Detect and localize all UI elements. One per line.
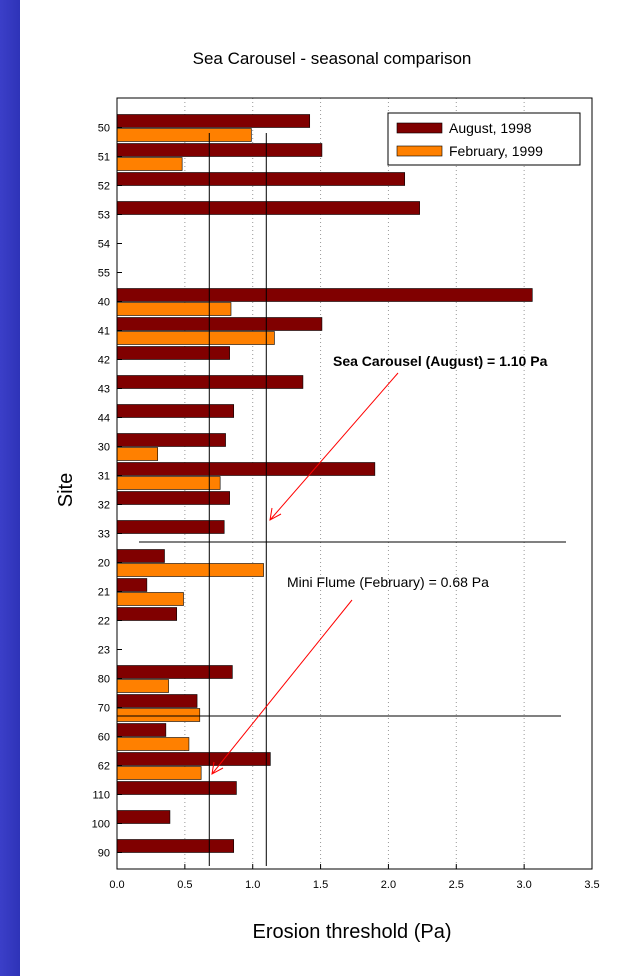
x-tick-label: 1.0 (245, 879, 260, 891)
bar-august-1998 (116, 781, 237, 795)
bar-august-1998 (116, 346, 230, 360)
annotation-arrows (211, 372, 399, 775)
y-tick-label: 41 (98, 326, 110, 338)
y-tick-label: 100 (92, 819, 110, 831)
y-tick-label: 54 (98, 239, 110, 251)
bar-august-1998 (116, 143, 323, 157)
bar-august-1998 (116, 665, 233, 679)
x-tick-label: 2.5 (449, 879, 464, 891)
bar-february-1999 (116, 476, 221, 490)
y-tick-label: 42 (98, 355, 110, 367)
y-tick-label: 110 (92, 790, 110, 802)
y-tick-label: 80 (98, 674, 110, 686)
y-tick-label: 30 (98, 442, 110, 454)
y-tick-label: 43 (98, 384, 110, 396)
y-tick-label: 31 (98, 471, 110, 483)
bar-august-1998 (116, 752, 271, 766)
legend-swatch-august (396, 122, 443, 134)
bar-february-1999 (116, 592, 184, 606)
bar-august-1998 (116, 462, 376, 476)
x-axis-ticks: 0.0 0.5 1.0 1.5 2.0 2.5 3.0 3.5 (109, 864, 600, 891)
y-tick-label: 52 (98, 181, 110, 193)
y-axis-label: Site (55, 473, 77, 507)
y-tick-label: 40 (98, 297, 110, 309)
y-tick-label: 53 (98, 210, 110, 222)
bar-august-1998 (116, 317, 323, 331)
bar-august-1998 (116, 810, 171, 824)
x-tick-label: 3.5 (584, 879, 599, 891)
bars (116, 114, 533, 853)
bar-february-1999 (116, 331, 275, 345)
bar-august-1998 (116, 114, 311, 128)
arrow-sea-carousel (269, 372, 399, 521)
bar-february-1999 (116, 563, 264, 577)
bar-august-1998 (116, 201, 420, 215)
annotation-sea-carousel: Sea Carousel (August) = 1.10 Pa (333, 353, 548, 369)
annotation-mini-flume: Mini Flume (February) = 0.68 Pa (287, 574, 489, 590)
x-tick-label: 1.5 (313, 879, 328, 891)
y-tick-label: 33 (98, 529, 110, 541)
plot-frame (116, 97, 593, 870)
y-tick-label: 21 (98, 587, 110, 599)
bar-august-1998 (116, 491, 230, 505)
bar-august-1998 (116, 578, 148, 592)
arrow-mini-flume (211, 599, 353, 775)
x-gridlines (184, 98, 525, 869)
bar-february-1999 (116, 128, 252, 142)
x-tick-label: 0.5 (177, 879, 192, 891)
y-tick-label: 60 (98, 732, 110, 744)
arrow-head-mini-flume (211, 761, 224, 775)
legend-swatch-february (396, 145, 443, 157)
legend: August, 1998 February, 1999 (387, 112, 581, 166)
y-tick-label: 90 (98, 848, 110, 860)
y-tick-label: 62 (98, 761, 110, 773)
y-tick-label: 51 (98, 152, 110, 164)
bar-february-1999 (116, 302, 232, 316)
reference-lines (117, 133, 566, 866)
bar-february-1999 (116, 766, 202, 780)
bar-august-1998 (116, 694, 198, 708)
bar-february-1999 (116, 679, 169, 693)
y-tick-label: 20 (98, 558, 110, 570)
bar-august-1998 (116, 172, 406, 186)
bar-august-1998 (116, 549, 165, 563)
x-tick-label: 3.0 (516, 879, 531, 891)
legend-label-february: February, 1999 (449, 143, 543, 159)
chart-title: Sea Carousel - seasonal comparison (193, 49, 472, 68)
legend-label-august: August, 1998 (449, 120, 532, 136)
y-tick-label: 22 (98, 616, 110, 628)
y-tick-label: 70 (98, 703, 110, 715)
bar-august-1998 (116, 723, 167, 737)
bar-february-1999 (116, 737, 190, 751)
y-tick-label: 23 (98, 645, 110, 657)
arrow-head-sea-carousel (269, 507, 282, 521)
y-axis-ticks: 50 51 52 53 54 55 40 41 42 43 44 30 31 32 33 20 21 22 23 80… (92, 123, 122, 860)
bar-august-1998 (116, 839, 235, 853)
y-tick-label: 32 (98, 500, 110, 512)
y-tick-label: 44 (98, 413, 110, 425)
bar-february-1999 (116, 708, 201, 722)
bar-august-1998 (116, 375, 304, 389)
bar-august-1998 (116, 288, 533, 302)
legend-box (387, 112, 581, 166)
bar-february-1999 (116, 447, 159, 461)
x-axis-label: Erosion threshold (Pa) (253, 921, 452, 943)
bar-august-1998 (116, 404, 235, 418)
bar-august-1998 (116, 607, 178, 621)
y-tick-label: 55 (98, 268, 110, 280)
x-tick-label: 0.0 (109, 879, 124, 891)
bar-february-1999 (116, 157, 183, 171)
y-tick-label: 50 (98, 123, 110, 135)
bar-august-1998 (116, 520, 225, 534)
x-tick-label: 2.0 (381, 879, 396, 891)
